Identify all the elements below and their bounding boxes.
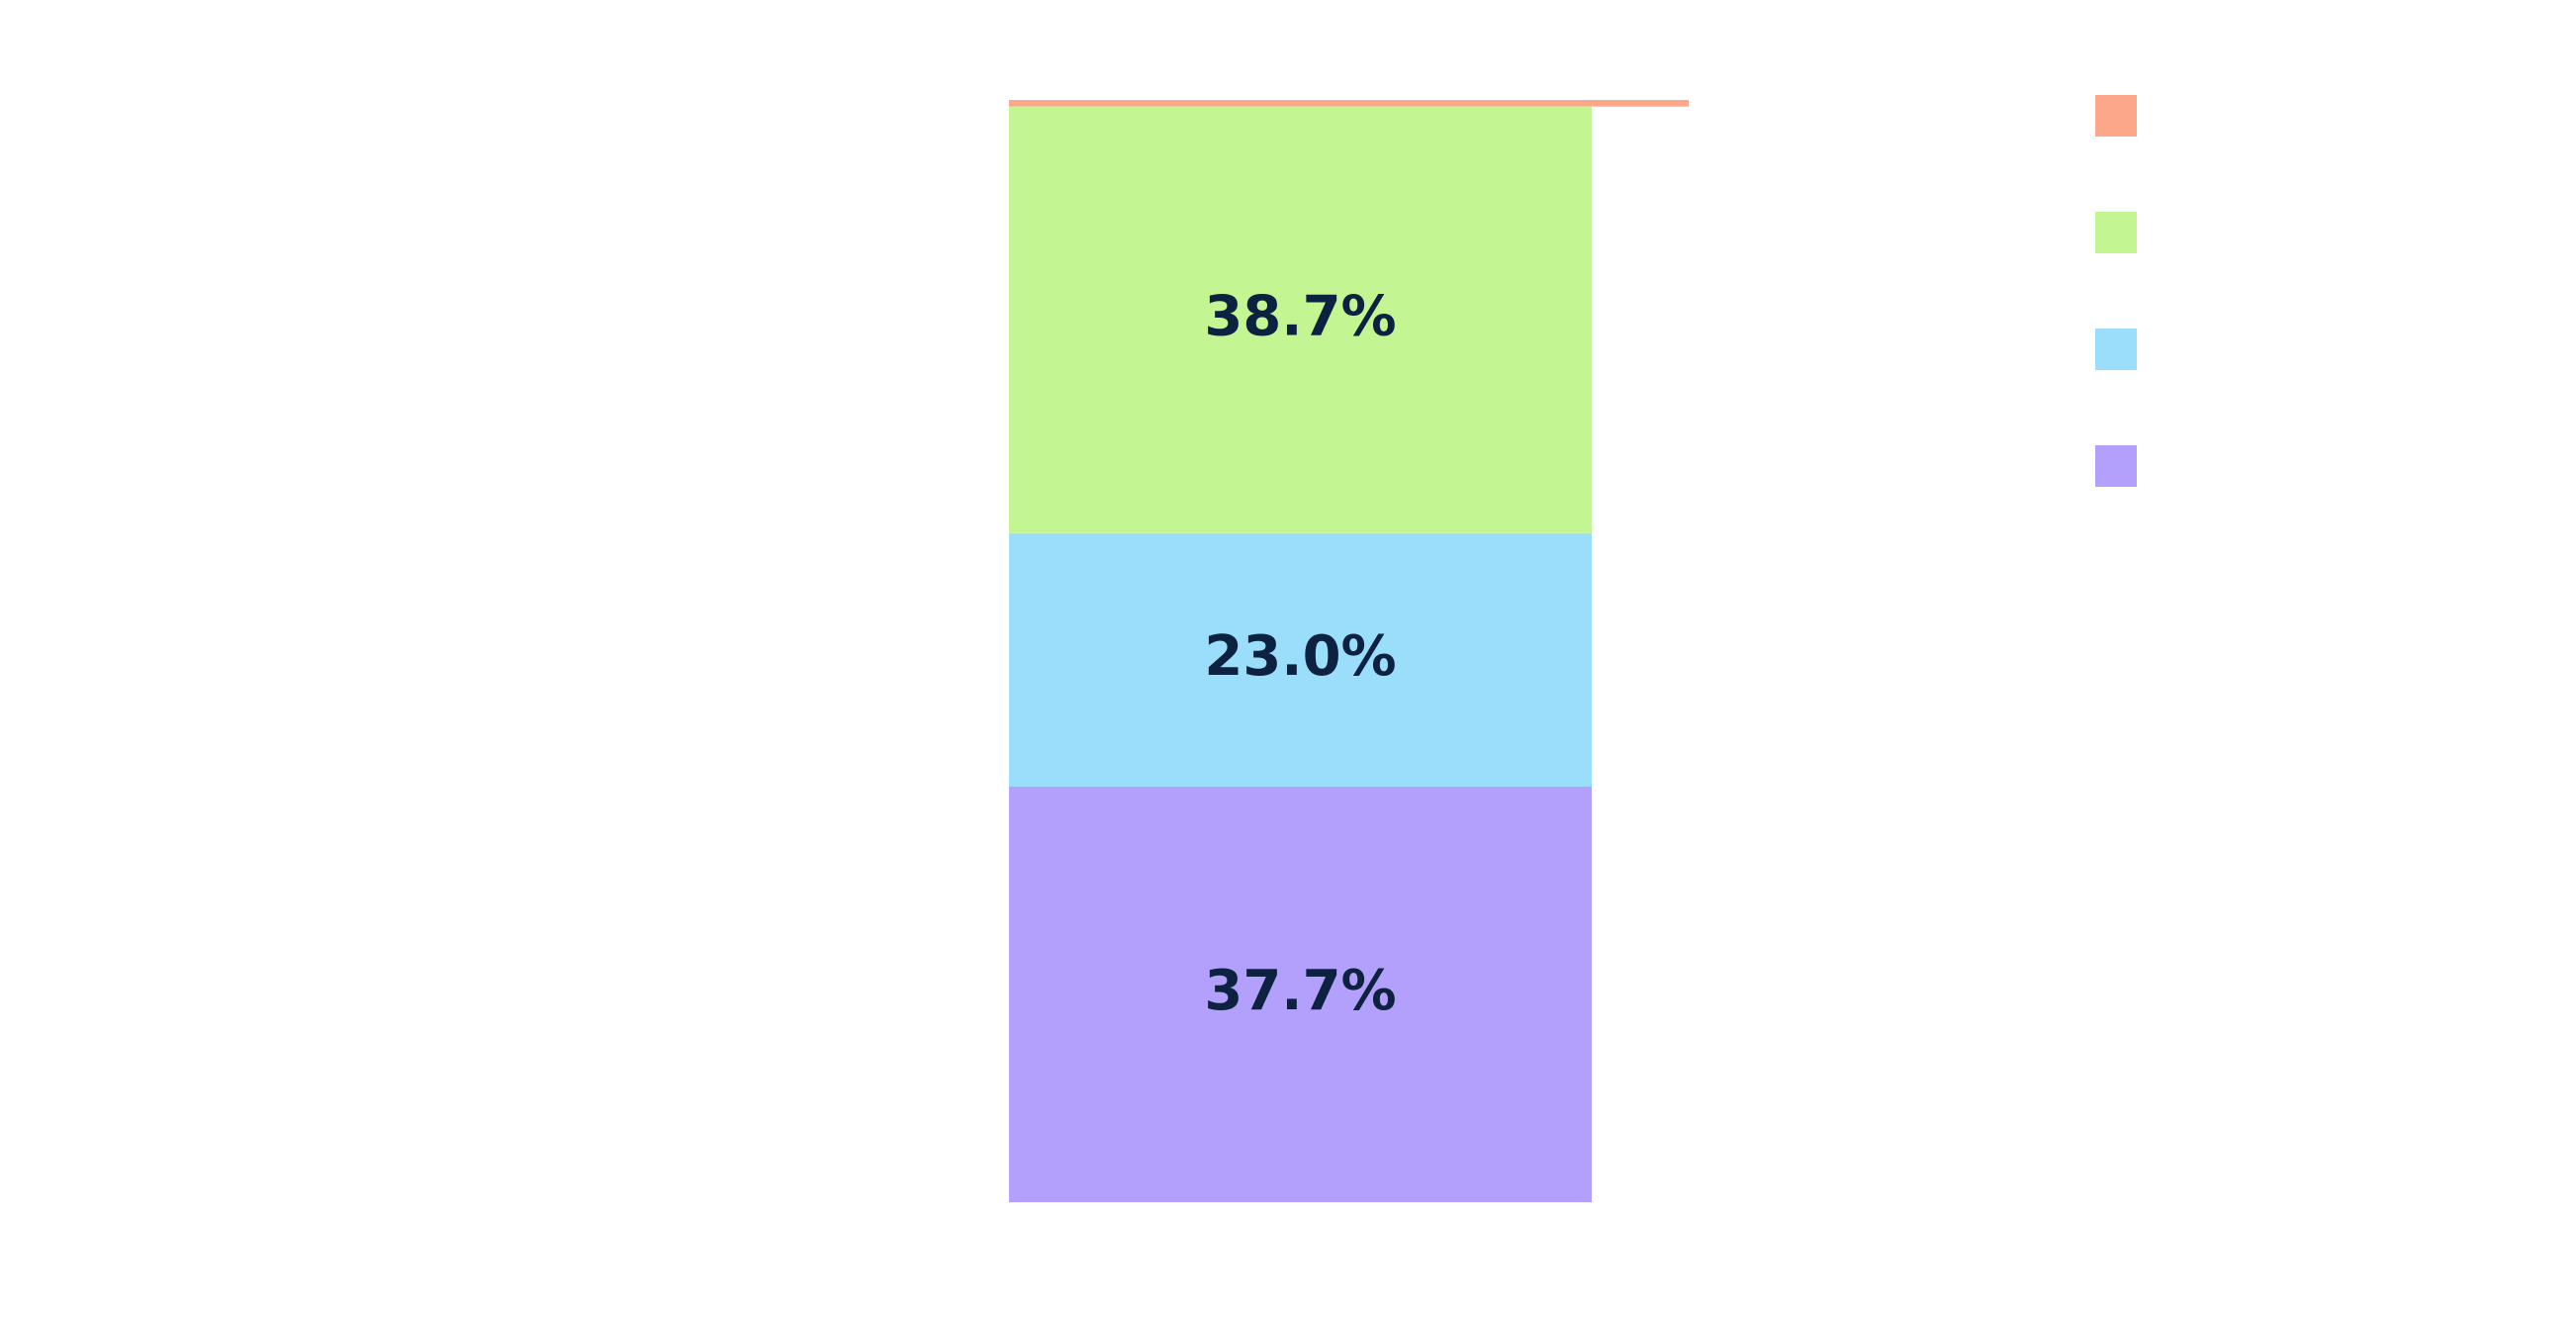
data-label: 23.0%	[1204, 624, 1396, 689]
bar-segment	[1009, 787, 1592, 1202]
legend-swatch	[2095, 212, 2137, 253]
bar-segment	[1009, 106, 1592, 533]
data-label: 37.7%	[1204, 959, 1396, 1023]
bar-segment	[1009, 532, 1592, 788]
legend-swatch	[2095, 445, 2137, 487]
bar-segment	[1009, 100, 1689, 107]
data-label: 38.7%	[1204, 284, 1396, 348]
legend-swatch	[2095, 329, 2137, 370]
legend-swatch	[2095, 95, 2137, 137]
